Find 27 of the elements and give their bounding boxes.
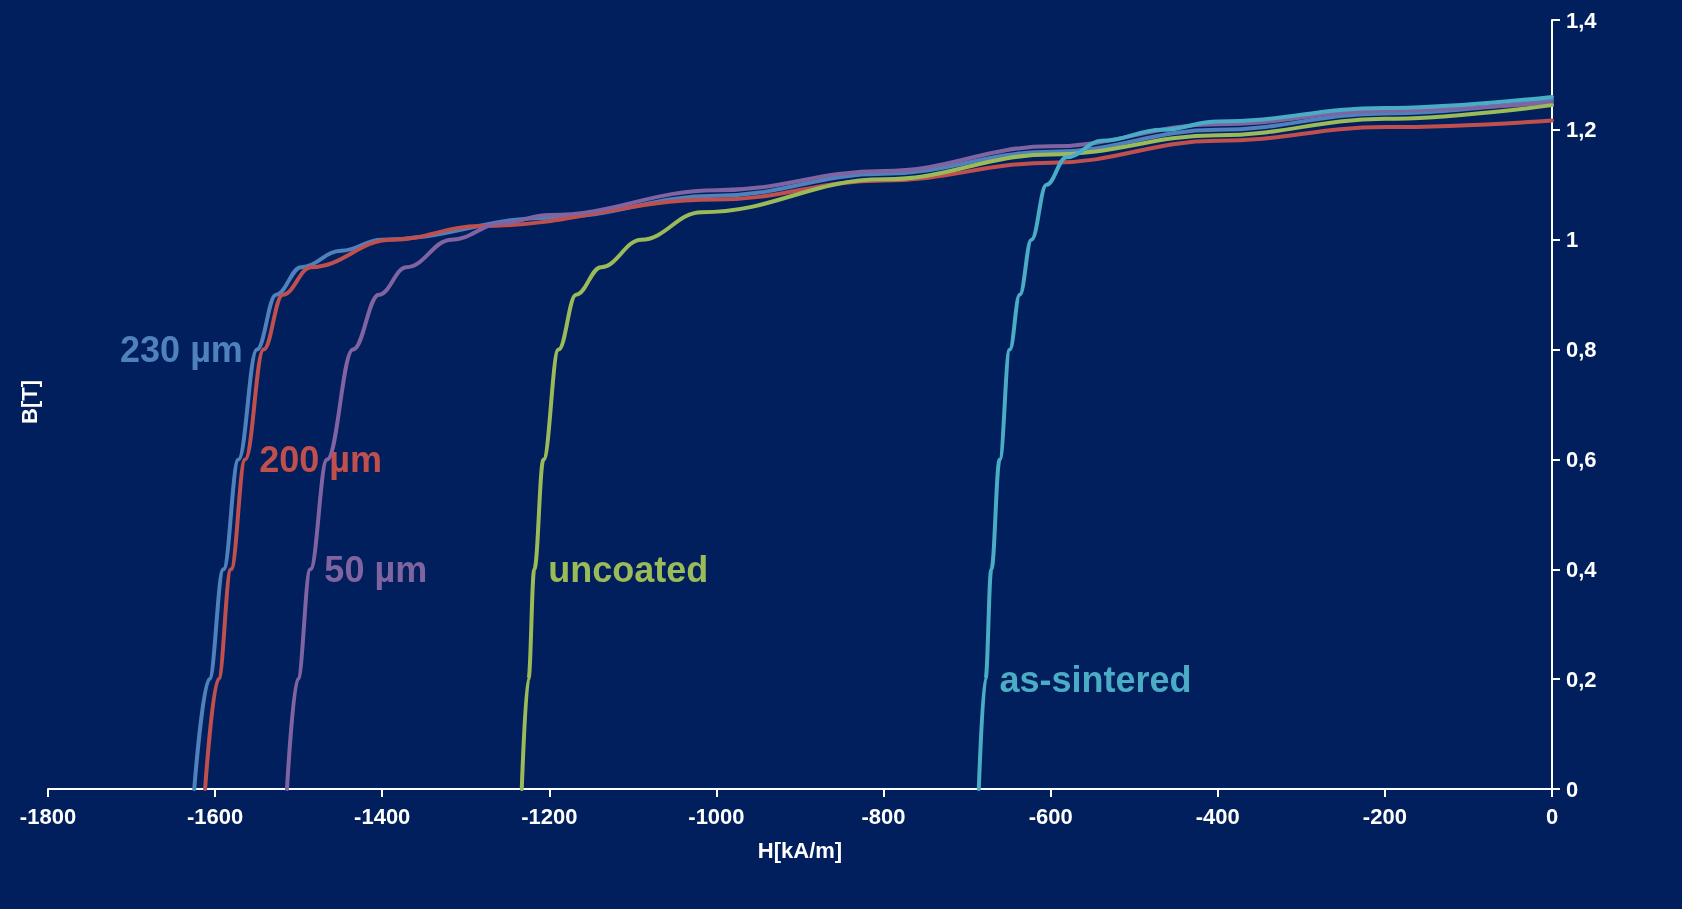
- x-tick-label: -600: [1028, 803, 1073, 829]
- y-tick-label: 0,6: [1566, 446, 1597, 472]
- y-tick-label: 1,4: [1566, 7, 1598, 33]
- line-series: [976, 94, 1554, 791]
- series-label: 50 µm: [324, 548, 428, 590]
- series-label: 200 µm: [259, 438, 383, 480]
- y-tick-label: 0,4: [1566, 556, 1598, 582]
- x-tick-label: -1800: [19, 803, 77, 829]
- y-tick-label: 1: [1566, 227, 1579, 253]
- y-tick-label: 0,2: [1566, 666, 1597, 692]
- y-axis-title: B[T]: [16, 380, 42, 424]
- series-label: as-sintered: [999, 658, 1192, 700]
- y-tick-label: 0,8: [1566, 337, 1597, 363]
- x-tick-label: -1200: [521, 803, 578, 829]
- series-label: 230 µm: [120, 329, 243, 371]
- x-tick-label: -800: [861, 803, 906, 829]
- series-label: uncoated: [548, 548, 709, 590]
- x-axis-title: H[kA/m]: [757, 837, 843, 863]
- line-series: [519, 103, 1554, 791]
- y-tick-label: 0: [1566, 776, 1579, 802]
- x-tick-label: -1400: [354, 803, 411, 829]
- x-tick-label: -400: [1195, 803, 1240, 829]
- x-tick-label: -1600: [186, 803, 244, 829]
- x-tick-label: -200: [1362, 803, 1407, 829]
- y-tick-label: 1,2: [1566, 117, 1597, 143]
- x-tick-label: -1000: [688, 803, 745, 829]
- x-tick-label: 0: [1545, 803, 1559, 829]
